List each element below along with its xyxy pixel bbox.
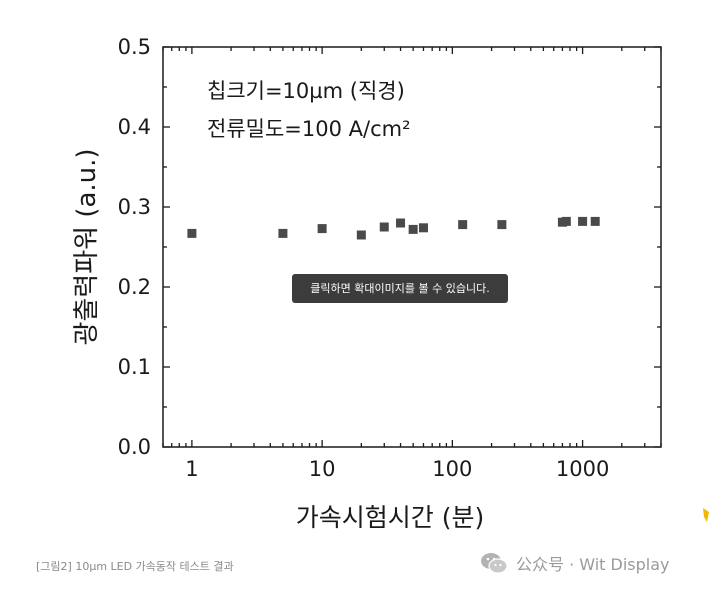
data-point bbox=[379, 222, 389, 232]
y-tick-label: 0.3 bbox=[118, 195, 151, 219]
data-point bbox=[278, 228, 288, 238]
annotation-current-density: 전류밀도=100 A/cm² bbox=[207, 117, 411, 141]
y-tick-label: 0.2 bbox=[118, 275, 151, 299]
edge-decoration bbox=[703, 508, 709, 522]
x-tick-label: 1000 bbox=[556, 457, 609, 481]
data-point bbox=[590, 216, 600, 226]
x-axis-label: 가속시험시간 (분) bbox=[296, 503, 484, 532]
data-point bbox=[497, 220, 507, 230]
figure-caption: [그림2] 10µm LED 가속동작 테스트 결과 bbox=[36, 560, 234, 573]
data-point bbox=[187, 228, 197, 238]
y-axis-ticks: 0.0 0.1 0.2 0.3 0.4 0.5 bbox=[118, 35, 661, 459]
x-axis-ticks: 1 10 100 1000 bbox=[162, 47, 662, 481]
data-point bbox=[578, 216, 588, 226]
y-tick-label: 0.0 bbox=[118, 435, 151, 459]
wechat-icon bbox=[481, 553, 508, 574]
y-tick-label: 0.5 bbox=[118, 35, 151, 59]
watermark-text: 公众号 · Wit Display bbox=[516, 555, 670, 574]
x-tick-label: 100 bbox=[432, 457, 472, 481]
x-tick-label: 1 bbox=[185, 457, 198, 481]
data-point bbox=[356, 230, 366, 240]
data-point bbox=[561, 216, 571, 226]
annotation-chip-size: 칩크기=10µm (직경) bbox=[207, 79, 405, 103]
data-point bbox=[418, 223, 428, 233]
enlarge-image-tooltip[interactable]: 클릭하면 확대이미지를 볼 수 있습니다. bbox=[292, 274, 508, 303]
data-point bbox=[396, 218, 406, 228]
data-point bbox=[408, 224, 418, 234]
data-point bbox=[458, 220, 468, 230]
y-tick-label: 0.4 bbox=[118, 115, 151, 139]
y-axis-label: 광출력파워 (a.u.) bbox=[72, 148, 102, 345]
y-tick-label: 0.1 bbox=[118, 355, 151, 379]
wechat-watermark: 公众号 · Wit Display bbox=[480, 550, 670, 576]
data-point bbox=[317, 224, 327, 234]
annotation-current-density-text: 전류밀도=100 A/cm² bbox=[207, 117, 411, 141]
x-tick-label: 10 bbox=[309, 457, 336, 481]
data-points bbox=[187, 216, 600, 240]
plot-frame bbox=[162, 46, 662, 448]
